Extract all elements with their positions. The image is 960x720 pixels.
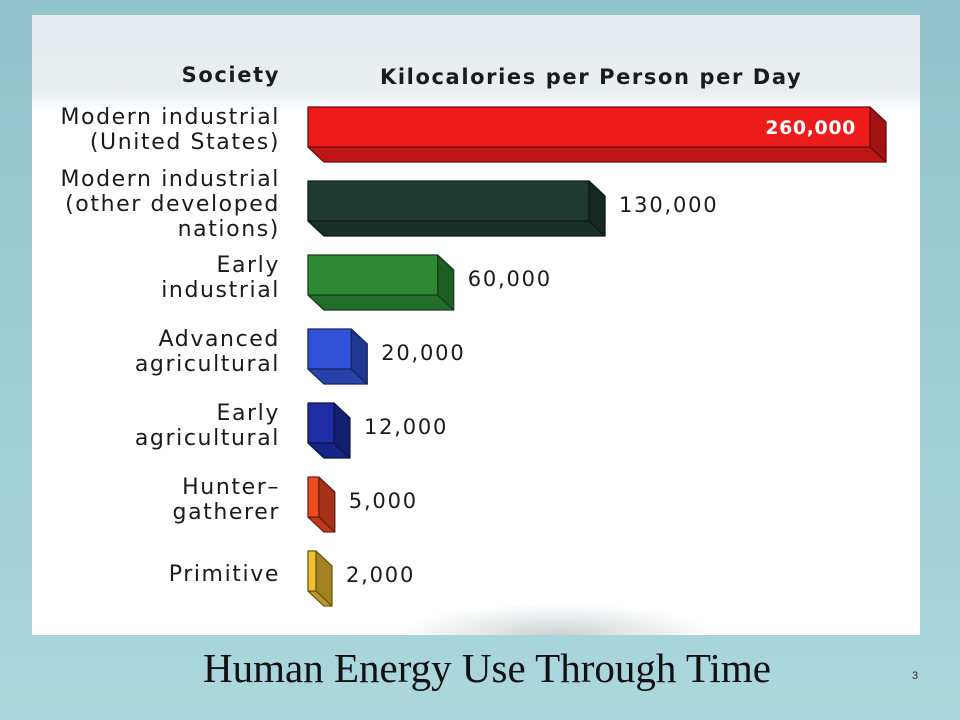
scan-header-band: [32, 15, 920, 111]
bar-front-face: [307, 328, 352, 370]
bar: [307, 328, 368, 385]
bar: [307, 180, 606, 237]
bar-bottom-face: [307, 220, 606, 237]
scan-smudge: [392, 603, 722, 635]
category-label: Modern industrial (United States): [60, 105, 280, 155]
data-label: 2,000: [346, 563, 415, 587]
bar-bottom-face: [307, 146, 887, 163]
category-column-header: Society: [181, 63, 280, 87]
slide-title: Human Energy Use Through Time: [203, 645, 771, 691]
category-label: Early industrial: [161, 253, 280, 303]
category-label: Primitive: [168, 561, 280, 587]
value-column-header: Kilocalories per Person per Day: [380, 65, 803, 89]
category-label: Modern industrial (other developed natio…: [60, 166, 280, 242]
bar-front-face: [307, 106, 871, 148]
data-label: 20,000: [381, 341, 465, 365]
page-number: 3: [911, 670, 919, 682]
data-label: 12,000: [364, 415, 448, 439]
data-label: 130,000: [619, 193, 718, 217]
category-label: Early agricultural: [134, 401, 280, 451]
bar-front-face: [307, 550, 317, 592]
data-label: 60,000: [468, 267, 552, 291]
bar-front-face: [307, 402, 335, 444]
bar-front-face: [307, 476, 320, 518]
bar-front-face: [307, 180, 590, 222]
bar-front-face: [307, 254, 439, 296]
bar: [307, 106, 887, 163]
bar: [307, 476, 336, 533]
data-label: 5,000: [349, 489, 418, 513]
data-label: 260,000: [765, 117, 856, 139]
bar: [307, 550, 333, 607]
category-label: Hunter– gatherer: [172, 475, 280, 525]
bar: [307, 402, 351, 459]
bar-bottom-face: [307, 294, 455, 311]
bar: [307, 254, 455, 311]
category-label: Advanced agricultural: [134, 327, 280, 377]
